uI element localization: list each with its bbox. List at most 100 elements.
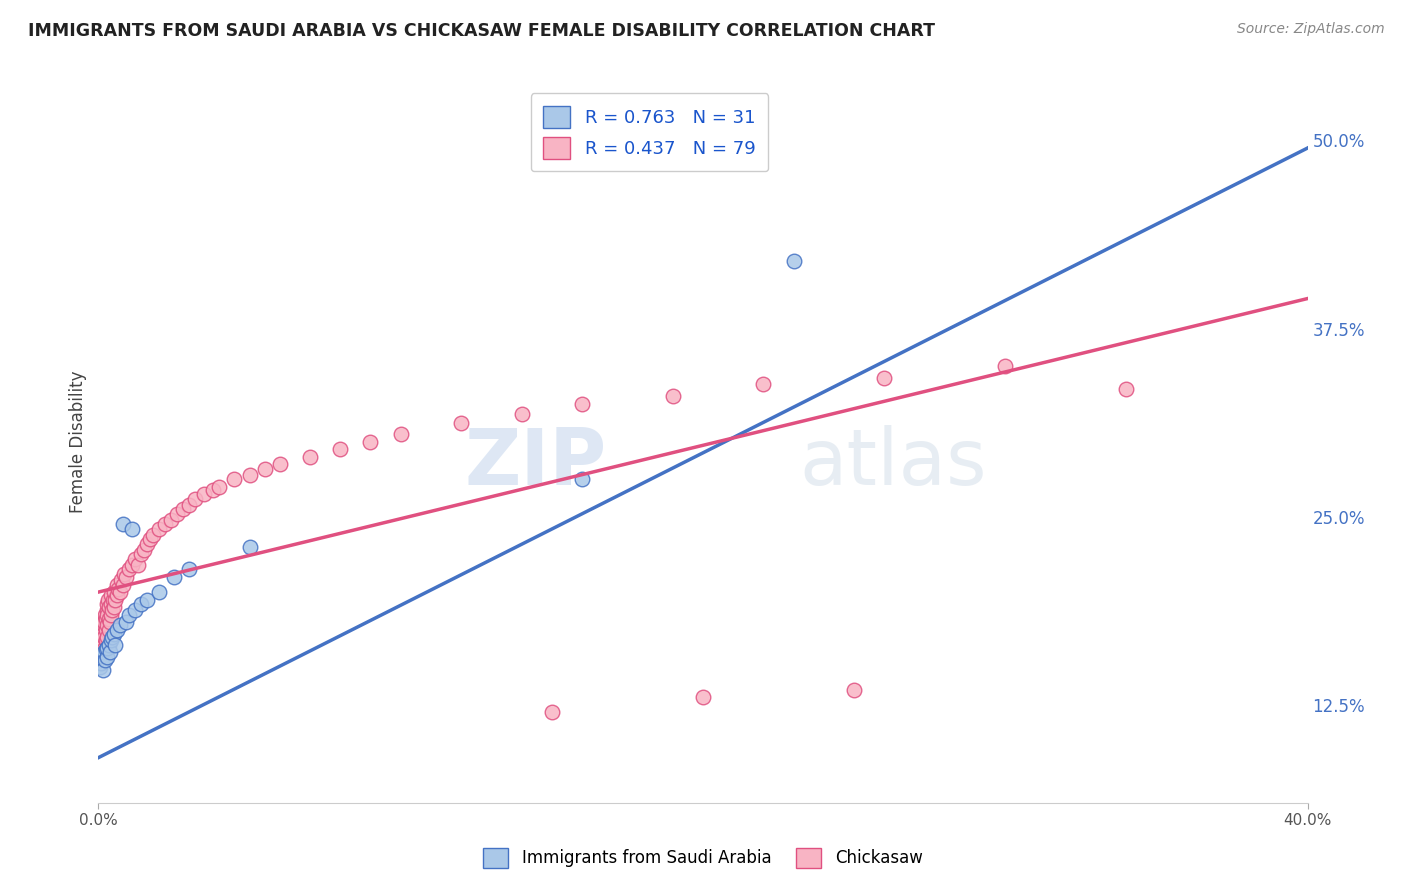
Point — [93, 645, 115, 659]
Point — [98, 638, 121, 652]
Point — [571, 397, 593, 411]
Point — [94, 612, 117, 626]
Point — [100, 597, 122, 611]
Point — [299, 450, 322, 464]
Point — [101, 592, 124, 607]
Point — [179, 498, 201, 512]
Point — [94, 633, 117, 648]
Point — [93, 648, 115, 663]
Point — [90, 642, 112, 657]
Point — [94, 607, 117, 622]
Point — [96, 649, 118, 664]
Point — [153, 517, 176, 532]
Point — [184, 491, 207, 506]
Point — [118, 607, 141, 622]
Point — [166, 507, 188, 521]
Point — [160, 513, 183, 527]
Point — [692, 690, 714, 705]
Point — [96, 607, 118, 622]
Point — [118, 562, 141, 576]
Point — [163, 570, 186, 584]
Point — [129, 548, 152, 562]
Point — [450, 417, 472, 431]
Point — [135, 592, 157, 607]
Point — [96, 630, 118, 644]
Point — [111, 517, 134, 532]
Text: IMMIGRANTS FROM SAUDI ARABIA VS CHICKASAW FEMALE DISABILITY CORRELATION CHART: IMMIGRANTS FROM SAUDI ARABIA VS CHICKASA… — [28, 22, 935, 40]
Point — [100, 633, 122, 648]
Point — [202, 483, 225, 497]
Point — [124, 603, 146, 617]
Point — [661, 389, 683, 403]
Point — [96, 640, 118, 655]
Point — [94, 653, 117, 667]
Point — [97, 592, 120, 607]
Point — [94, 642, 117, 657]
Point — [148, 585, 170, 599]
Point — [98, 645, 121, 659]
Point — [105, 623, 128, 637]
Text: ZIP: ZIP — [464, 425, 606, 501]
Point — [94, 623, 117, 637]
Point — [100, 607, 122, 622]
Point — [89, 653, 111, 667]
Point — [224, 472, 246, 486]
Point — [91, 664, 114, 678]
Point — [129, 597, 152, 611]
Point — [101, 630, 124, 644]
Point — [114, 570, 136, 584]
Text: Source: ZipAtlas.com: Source: ZipAtlas.com — [1237, 22, 1385, 37]
Point — [103, 600, 125, 615]
Point — [239, 467, 262, 482]
Point — [100, 588, 122, 602]
Point — [132, 542, 155, 557]
Point — [121, 522, 143, 536]
Point — [994, 359, 1017, 374]
Y-axis label: Female Disability: Female Disability — [69, 370, 87, 513]
Point — [139, 533, 162, 547]
Point — [121, 558, 143, 572]
Point — [1115, 382, 1137, 396]
Point — [269, 457, 291, 471]
Point — [142, 528, 165, 542]
Point — [107, 582, 129, 596]
Point — [873, 371, 896, 385]
Legend: Immigrants from Saudi Arabia, Chickasaw: Immigrants from Saudi Arabia, Chickasaw — [477, 841, 929, 875]
Point — [540, 706, 562, 720]
Point — [783, 254, 806, 268]
Legend: R = 0.763   N = 31, R = 0.437   N = 79: R = 0.763 N = 31, R = 0.437 N = 79 — [530, 93, 768, 171]
Point — [103, 585, 125, 599]
Point — [90, 623, 112, 637]
Point — [96, 603, 118, 617]
Point — [96, 618, 118, 632]
Point — [148, 522, 170, 536]
Point — [135, 537, 157, 551]
Point — [98, 600, 121, 615]
Point — [253, 461, 276, 475]
Point — [93, 630, 115, 644]
Point — [105, 577, 128, 591]
Point — [91, 627, 114, 641]
Point — [179, 562, 201, 576]
Point — [89, 660, 111, 674]
Point — [127, 558, 149, 572]
Point — [208, 480, 231, 494]
Point — [571, 472, 593, 486]
Point — [172, 502, 194, 516]
Point — [329, 442, 352, 456]
Point — [91, 638, 114, 652]
Point — [111, 577, 134, 591]
Point — [752, 377, 775, 392]
Point — [124, 552, 146, 566]
Point — [110, 573, 132, 587]
Point — [103, 627, 125, 641]
Point — [93, 642, 115, 657]
Point — [114, 615, 136, 630]
Point — [112, 567, 135, 582]
Point — [98, 612, 121, 626]
Point — [91, 651, 114, 665]
Point — [98, 615, 121, 630]
Point — [104, 592, 127, 607]
Point — [239, 540, 262, 554]
Point — [96, 597, 118, 611]
